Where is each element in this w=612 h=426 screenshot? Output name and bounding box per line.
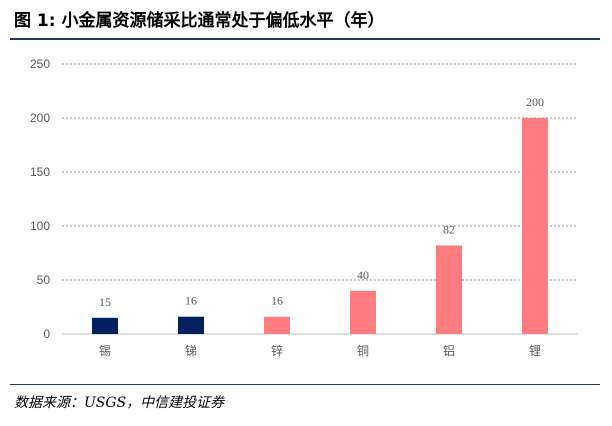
title-divider	[10, 38, 600, 40]
x-category-label: 锑	[185, 344, 197, 358]
data-label: 16	[271, 294, 283, 308]
y-tick-label: 0	[43, 327, 50, 341]
data-label: 40	[357, 268, 369, 282]
x-category-label: 铜	[357, 343, 369, 358]
x-category-label: 锡	[99, 343, 111, 358]
gridlines	[62, 63, 578, 335]
data-label: 15	[99, 295, 111, 309]
bar-5	[522, 118, 548, 334]
source-divider	[10, 384, 600, 385]
bar-2	[264, 316, 290, 334]
y-axis-ticks: 0 50 100 150 200 250	[30, 57, 50, 341]
figure-title: 图 1: 小金属资源储采比通常处于偏低水平（年）	[14, 11, 385, 31]
x-category-label: 锌	[271, 344, 283, 358]
bar-0	[92, 317, 118, 334]
x-category-label: 锂	[529, 343, 541, 358]
y-tick-label: 250	[30, 57, 50, 71]
y-tick-label: 150	[30, 165, 50, 179]
bar-1	[178, 316, 204, 334]
y-tick-label: 100	[30, 219, 50, 233]
x-category-label: 铝	[443, 343, 455, 358]
data-label: 200	[526, 95, 544, 109]
bar-4	[436, 245, 462, 334]
y-tick-label: 50	[37, 273, 51, 287]
data-label: 16	[185, 294, 197, 308]
data-labels: 15 16 16 40 82 200	[99, 95, 544, 309]
y-tick-label: 200	[30, 111, 50, 125]
source-note: 数据来源：USGS，中信建投证券	[14, 395, 225, 411]
data-label: 82	[443, 222, 455, 236]
x-axis-categories: 锡锑锌铜铝锂	[99, 343, 541, 358]
bar-3	[350, 290, 376, 334]
bars	[92, 118, 548, 334]
